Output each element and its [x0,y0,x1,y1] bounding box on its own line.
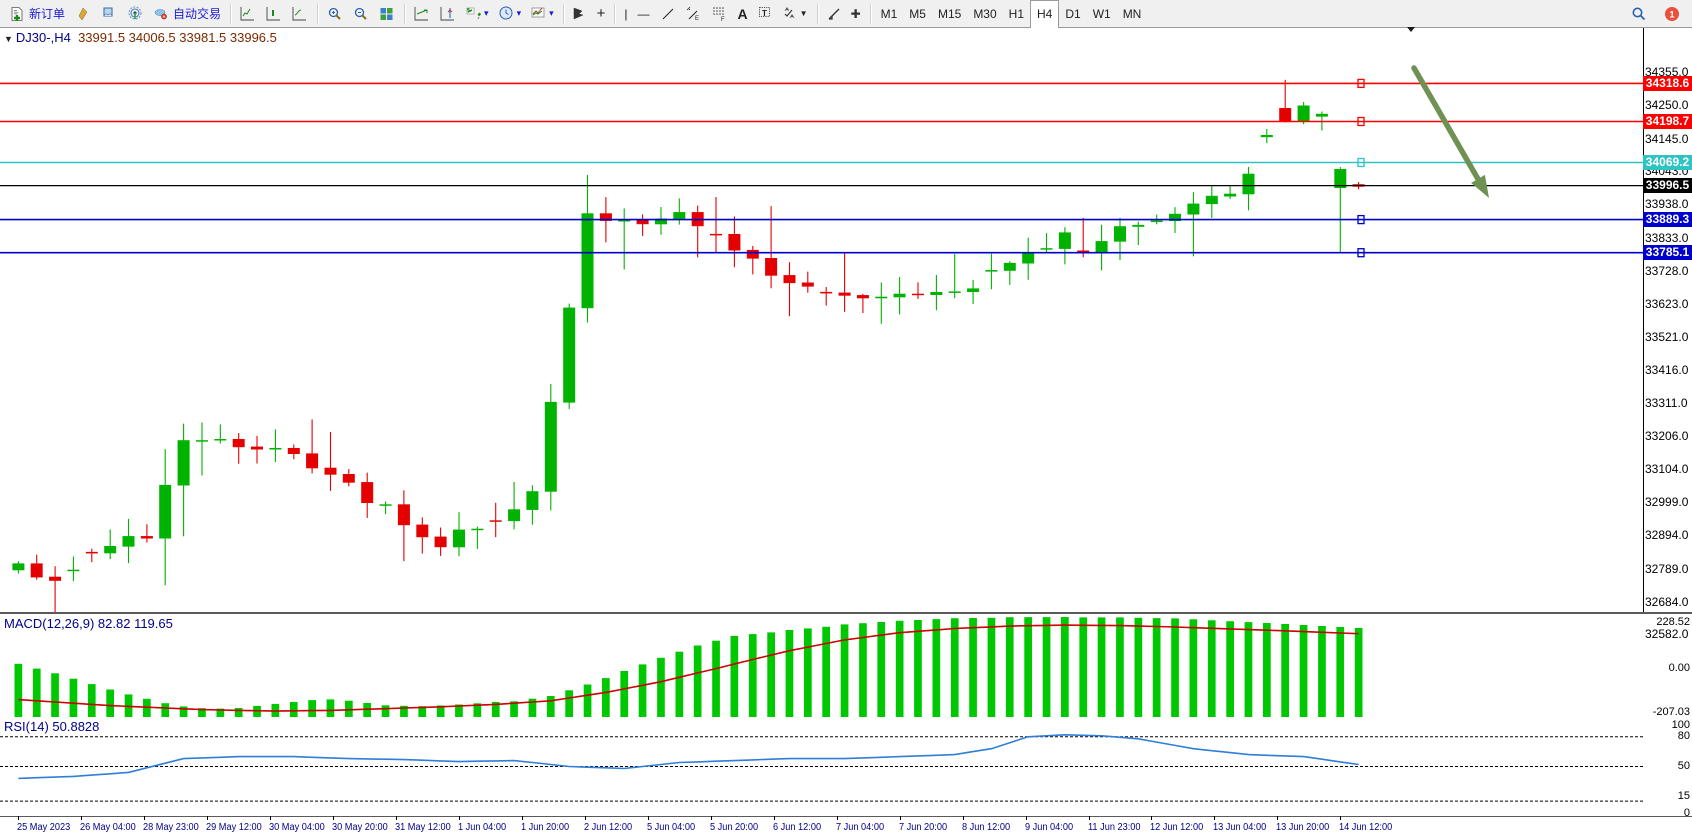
svg-text:F: F [721,17,725,22]
svg-text:1: 1 [1669,9,1674,19]
svg-text:E: E [695,16,699,22]
svg-text:T: T [762,9,767,18]
